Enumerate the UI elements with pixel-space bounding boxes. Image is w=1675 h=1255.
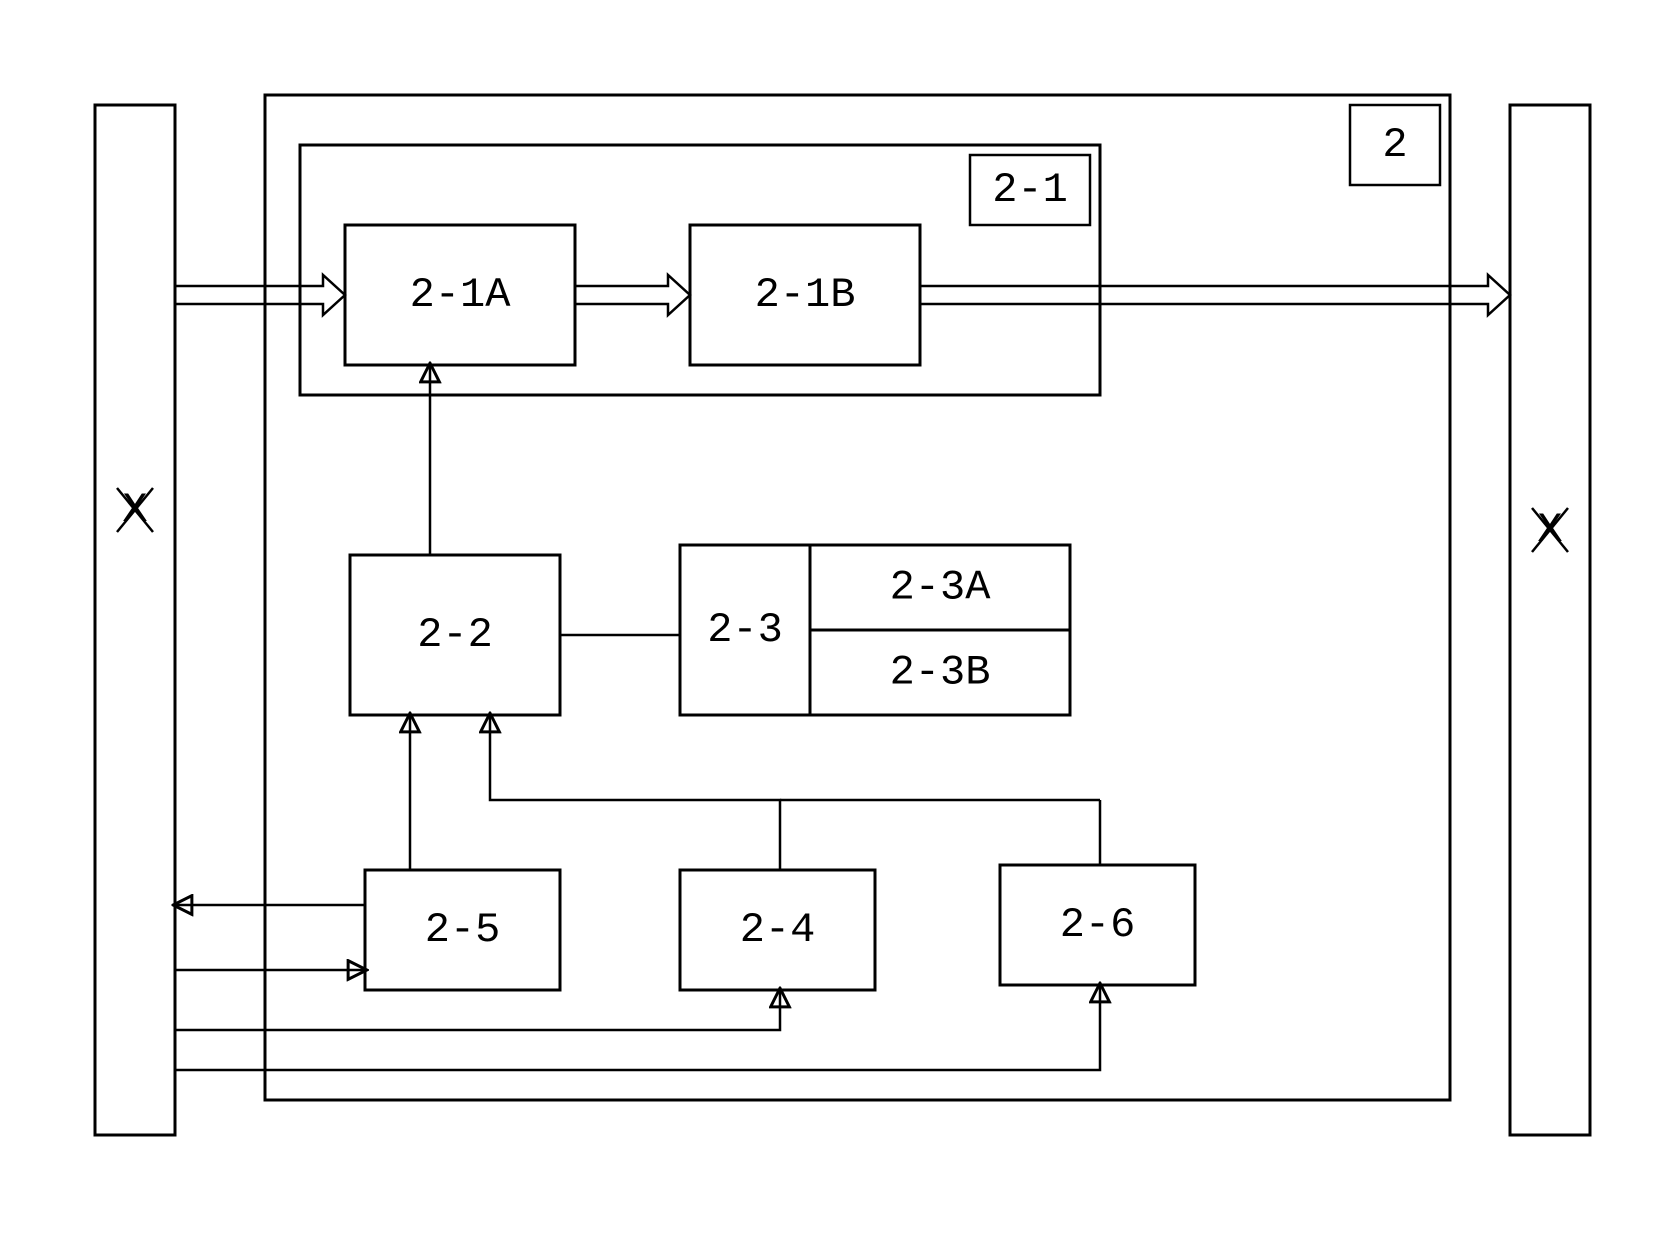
tag-2-label: 2 xyxy=(1382,121,1407,169)
box-2-3B-label: 2-3B xyxy=(890,649,991,697)
box-2-5-label: 2-5 xyxy=(425,906,501,954)
box-2-2-label: 2-2 xyxy=(417,611,493,659)
box-2-1A-label: 2-1A xyxy=(410,271,512,319)
group-2-1 xyxy=(300,145,1100,395)
box-2-4-label: 2-4 xyxy=(740,906,816,954)
tag-2-1-label: 2-1 xyxy=(992,166,1068,214)
arrow-8 xyxy=(175,985,1100,1070)
arrow-3 xyxy=(490,715,780,870)
double-arrow-2 xyxy=(920,275,1510,315)
double-arrow-0 xyxy=(175,275,345,315)
box-2-3-label: 2-3 xyxy=(707,606,783,654)
box-2-6-label: 2-6 xyxy=(1060,901,1136,949)
box-2-1B-label: 2-1B xyxy=(755,271,856,319)
double-arrow-1 xyxy=(575,275,690,315)
right-bus xyxy=(1510,105,1590,1135)
box-2-3A-label: 2-3A xyxy=(890,564,992,612)
left-bus xyxy=(95,105,175,1135)
